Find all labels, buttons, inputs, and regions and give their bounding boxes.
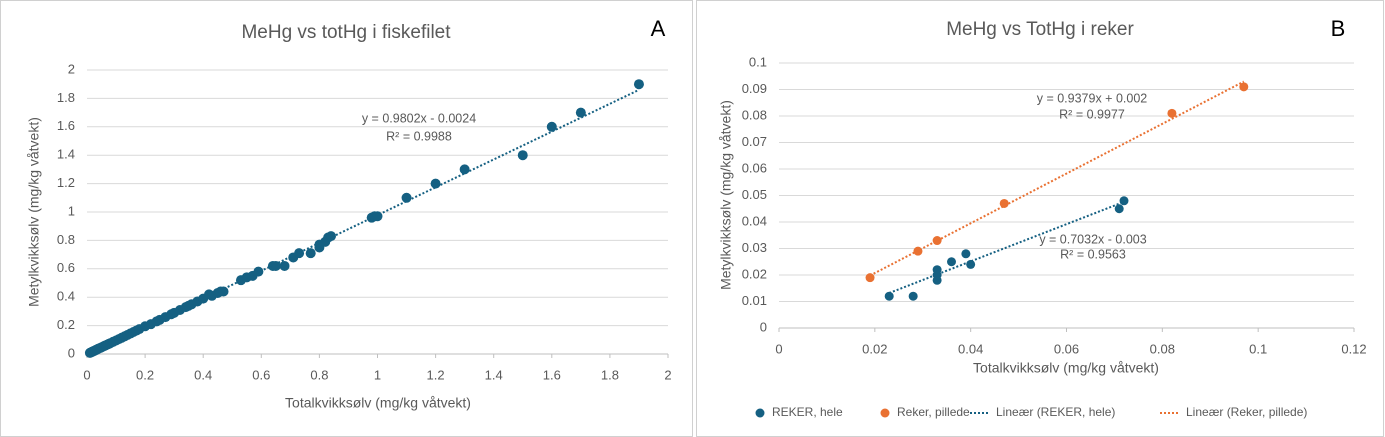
- point: [966, 259, 976, 269]
- y-axis-title: Metylkvikksølv (mg/kg våtvekt): [26, 117, 42, 307]
- y-tick-label: 0.02: [742, 266, 767, 281]
- x-tick-label: 1.6: [543, 367, 561, 382]
- y-tick-label: 0.05: [742, 187, 767, 202]
- y-tick-label: 1: [68, 203, 75, 218]
- point: [1167, 108, 1177, 118]
- point: [1114, 204, 1124, 214]
- trend-r2: R² = 0.9563: [1060, 247, 1126, 261]
- point: [326, 231, 337, 242]
- panel-a: [0, 0, 693, 437]
- point: [633, 79, 644, 90]
- point: [1239, 82, 1249, 92]
- y-tick-label: 0.08: [742, 107, 767, 122]
- chart-title: MeHg vs totHg i fiskefilet: [241, 22, 451, 43]
- x-tick-label: 0.1: [1249, 341, 1267, 356]
- panel-b: [696, 0, 1384, 437]
- x-tick-label: 0: [775, 341, 782, 356]
- y-tick-label: 0: [68, 345, 75, 360]
- point: [517, 150, 528, 161]
- legend-marker: [755, 408, 765, 418]
- point: [908, 291, 918, 301]
- x-tick-label: 0.8: [310, 367, 328, 382]
- point: [575, 107, 586, 118]
- x-tick-label: 1.4: [485, 367, 503, 382]
- trend-r2: R² = 0.9988: [386, 129, 452, 143]
- y-tick-label: 0.2: [57, 317, 75, 332]
- trend-equation: y = 0.9802x - 0.0024: [362, 111, 476, 125]
- trend-r2: R² = 0.9977: [1059, 107, 1125, 121]
- point: [865, 273, 875, 283]
- point: [430, 178, 441, 189]
- point: [947, 257, 956, 267]
- chart-title: MeHg vs TotHg i reker: [946, 19, 1134, 40]
- point: [932, 236, 942, 246]
- trend-equation: y = 0.7032x - 0.003: [1039, 232, 1146, 246]
- y-tick-label: 1.8: [57, 90, 75, 105]
- point: [401, 192, 412, 203]
- y-tick-label: 0.06: [742, 160, 767, 175]
- point: [961, 249, 971, 259]
- y-tick-label: 0.01: [742, 293, 767, 308]
- y-tick-label: 0.6: [57, 260, 75, 275]
- panel-label: B: [1331, 16, 1346, 41]
- y-tick-label: 2: [68, 61, 75, 76]
- y-tick-label: 1.4: [57, 147, 75, 162]
- x-tick-label: 0.08: [1150, 341, 1175, 356]
- x-tick-label: 0.12: [1341, 341, 1366, 356]
- y-tick-label: 0: [760, 319, 767, 334]
- point: [546, 121, 557, 132]
- legend-label: Lineær (Reker, pillede): [1186, 405, 1307, 419]
- x-tick-label: 0.02: [862, 341, 887, 356]
- point: [270, 260, 281, 271]
- y-tick-label: 0.03: [742, 240, 767, 255]
- x-tick-label: 0.04: [958, 341, 983, 356]
- y-axis-title: Metylkvikksølv (mg/kg våtvekt): [718, 100, 734, 290]
- point: [372, 211, 383, 222]
- point: [932, 265, 942, 275]
- y-tick-label: 0.4: [57, 289, 75, 304]
- y-tick-label: 0.09: [742, 81, 767, 96]
- legend-label: Lineær (REKER, hele): [996, 405, 1115, 419]
- x-tick-label: 1.8: [601, 367, 619, 382]
- x-tick-label: 0.4: [194, 367, 212, 382]
- x-tick-label: 1.2: [427, 367, 445, 382]
- x-tick-label: 0.6: [252, 367, 270, 382]
- point: [218, 286, 229, 297]
- x-tick-label: 0: [83, 367, 90, 382]
- point: [884, 291, 894, 301]
- legend-marker: [880, 408, 890, 418]
- point: [305, 248, 316, 259]
- legend-label: Reker, pillede: [897, 405, 970, 419]
- point: [253, 266, 264, 277]
- y-tick-label: 0.04: [742, 213, 767, 228]
- x-tick-label: 0.2: [136, 367, 154, 382]
- x-axis-title: Totalkvikksølv (mg/kg våtvekt): [973, 360, 1159, 376]
- x-axis-title: Totalkvikksølv (mg/kg våtvekt): [285, 395, 471, 411]
- trend-equation: y = 0.9379x + 0.002: [1037, 91, 1148, 105]
- x-tick-label: 2: [664, 367, 671, 382]
- trendline: [888, 200, 1125, 294]
- point: [279, 260, 290, 271]
- y-tick-label: 0.1: [749, 54, 767, 69]
- x-tick-label: 0.06: [1054, 341, 1079, 356]
- y-tick-label: 0.8: [57, 232, 75, 247]
- point: [459, 164, 470, 175]
- y-tick-label: 1.2: [57, 175, 75, 190]
- x-tick-label: 1: [374, 367, 381, 382]
- y-tick-label: 1.6: [57, 118, 75, 133]
- y-tick-label: 0.07: [742, 134, 767, 149]
- legend-label: REKER, hele: [772, 405, 843, 419]
- panel-label: A: [651, 16, 666, 41]
- point: [294, 248, 305, 259]
